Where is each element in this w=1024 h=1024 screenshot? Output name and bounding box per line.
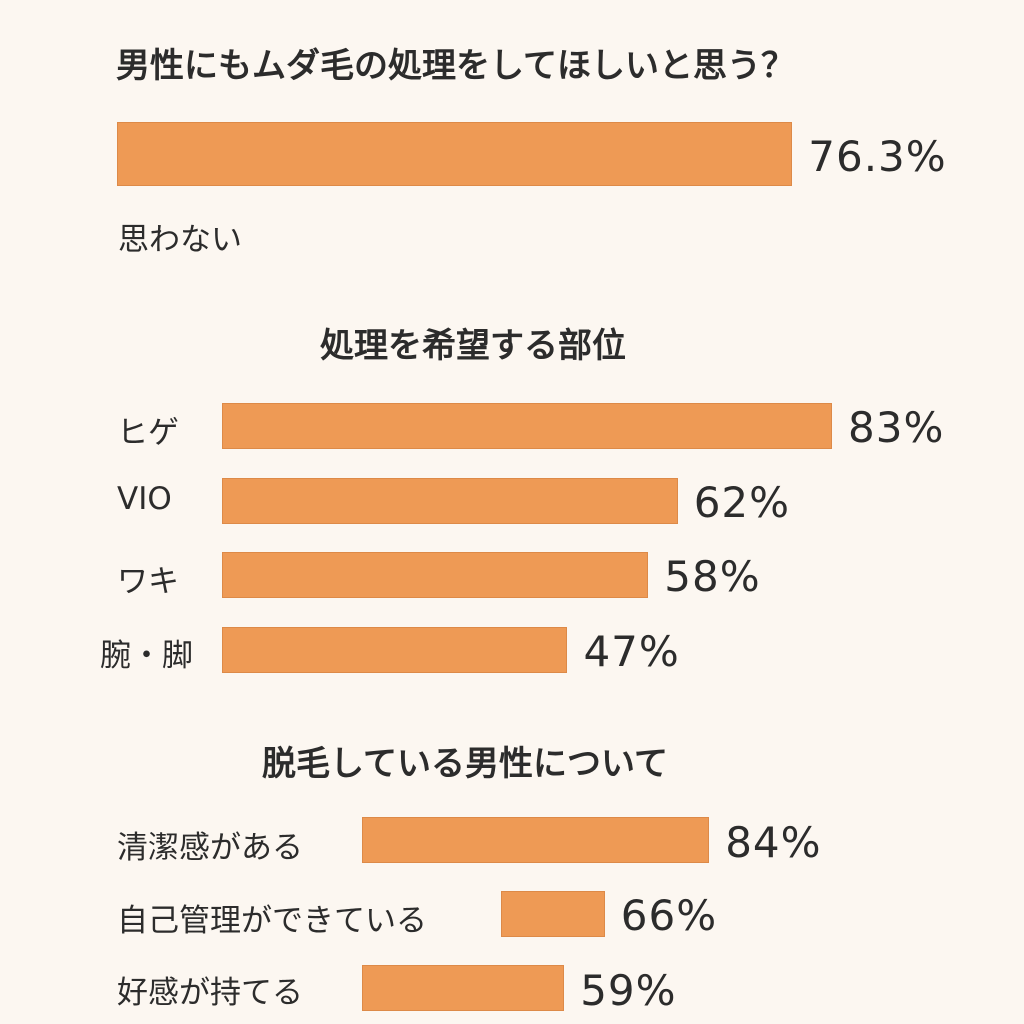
chart-2-category-2: ワキ <box>117 564 179 600</box>
chart-3-category-2: 好感が持てる <box>117 975 303 1011</box>
chart-3-value-1: 66% <box>620 891 718 940</box>
chart-2-bar-3 <box>222 627 568 673</box>
chart-1-bar-0 <box>117 122 793 186</box>
chart-3-value-2: 59% <box>580 966 677 1015</box>
chart-2-category-0: ヒゲ <box>117 415 179 451</box>
chart-1-title: 男性にもムダ毛の処理をしてほしいと思う？ <box>116 46 795 86</box>
chart-3-bar-1 <box>501 891 605 937</box>
chart-2-bar-1 <box>222 478 678 524</box>
chart-2-value-0: 83% <box>848 403 945 452</box>
chart-2-value-2: 58% <box>664 552 761 601</box>
chart-3-bar-0 <box>362 817 710 863</box>
chart-3-value-0: 84% <box>725 818 822 867</box>
chart-2-title: 処理を希望する部位 <box>320 326 626 366</box>
chart-2-bar-2 <box>222 552 649 598</box>
chart-1-category-0: 思わない <box>118 222 242 258</box>
chart-3-category-1: 自己管理ができている <box>117 903 427 939</box>
chart-2-category-3: 腕・脚 <box>100 638 193 674</box>
chart-2-value-3: 47% <box>583 627 680 676</box>
chart-3-bar-2 <box>362 965 565 1011</box>
chart-2-category-1: VIO <box>117 481 172 517</box>
chart-2-value-1: 62% <box>693 478 791 527</box>
chart-2-bar-0 <box>222 403 833 449</box>
chart-3-title: 脱毛している男性について <box>262 744 668 784</box>
chart-3-category-0: 清潔感がある <box>117 830 303 866</box>
chart-1-value-0: 76.3% <box>808 132 947 181</box>
